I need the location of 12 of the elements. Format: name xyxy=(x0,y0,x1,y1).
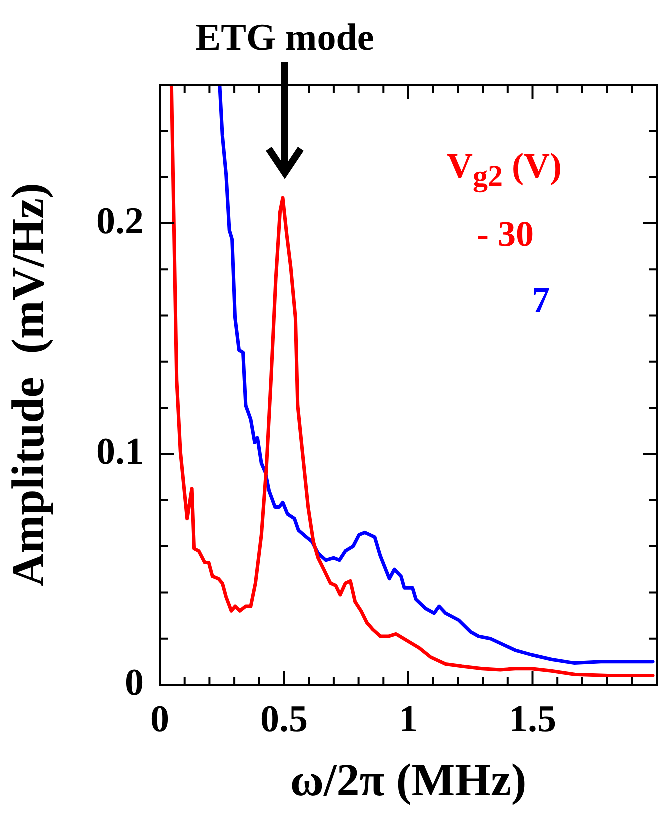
text: ETG mode xyxy=(196,17,374,59)
x-tick-label: 1.5 xyxy=(509,698,556,741)
legend-title: V$_{g2}$ (V) xyxy=(447,145,562,194)
y-tick-label: 0 xyxy=(125,662,144,704)
y-tick-label: 0.2 xyxy=(96,200,144,242)
y-tick-label: 0.1 xyxy=(96,431,144,474)
y-axis-title: Amplitude (mV/Hz) xyxy=(2,183,54,587)
x-tick-label: 0.5 xyxy=(260,698,308,741)
text: 7 xyxy=(532,279,550,321)
x-axis-title: ω/2π (MHz) xyxy=(290,754,527,806)
text: - 30 xyxy=(477,213,534,255)
x-tick-label: 1 xyxy=(399,698,418,741)
